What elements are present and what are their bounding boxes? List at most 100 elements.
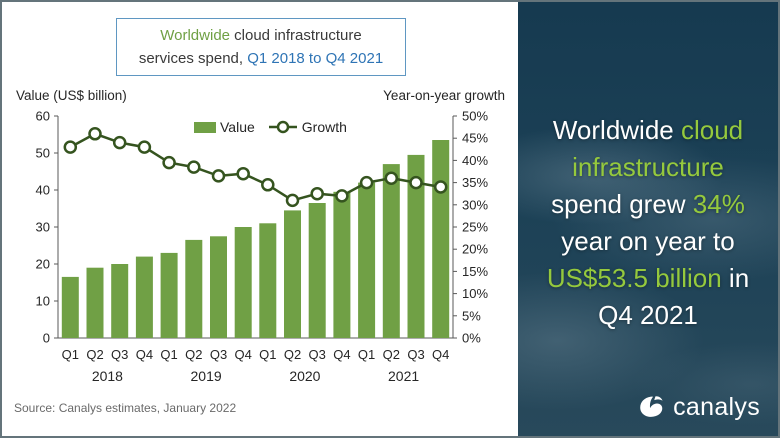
left-tick-label: 10 bbox=[36, 294, 50, 309]
sidebar: Worldwide cloud infrastructure spend grew … bbox=[518, 2, 778, 436]
quarter-label: Q2 bbox=[383, 347, 400, 362]
growth-point-Q3-2018 bbox=[112, 135, 127, 150]
year-label: 2018 bbox=[92, 368, 123, 384]
text-segment: US$53.5 billion bbox=[546, 263, 722, 293]
value-swatch-icon bbox=[194, 121, 216, 133]
value-bar-Q2-2019 bbox=[185, 239, 203, 338]
value-bar-Q1-2018 bbox=[61, 276, 79, 338]
growth-point-Q4-2019 bbox=[236, 166, 250, 181]
text-segment: cloud infrastructure bbox=[230, 27, 362, 44]
text-segment: services spend, bbox=[138, 50, 248, 67]
right-tick-label: 15% bbox=[462, 264, 488, 279]
growth-point-Q3-2020 bbox=[310, 186, 324, 201]
growth-point-Q1-2021 bbox=[359, 175, 374, 190]
headline: Worldwide cloud infrastructure spend grew … bbox=[518, 112, 778, 334]
legend-value-label: Value bbox=[220, 119, 255, 135]
quarter-label: Q3 bbox=[111, 347, 128, 362]
right-tick-label: 45% bbox=[462, 131, 488, 146]
text-segment: 34% bbox=[692, 189, 745, 219]
year-label: 2019 bbox=[191, 368, 222, 384]
value-bar-Q2-2020 bbox=[284, 210, 301, 338]
text-segment: Q1 2018 to Q4 2021 bbox=[247, 50, 384, 67]
value-bar-Q4-2018 bbox=[135, 256, 153, 338]
text-segment: Worldwide bbox=[552, 115, 681, 145]
quarter-label: Q3 bbox=[407, 347, 424, 362]
left-tick-label: 50 bbox=[36, 146, 50, 161]
value-bar-Q1-2019 bbox=[160, 252, 178, 338]
quarter-label: Q2 bbox=[185, 347, 202, 362]
left-tick-label: 60 bbox=[36, 109, 50, 124]
quarter-label: Q1 bbox=[259, 347, 276, 362]
value-bar-Q3-2021 bbox=[407, 154, 425, 338]
value-bar-Q3-2018 bbox=[111, 264, 129, 338]
value-bar-Q2-2018 bbox=[86, 267, 104, 338]
value-bar-Q4-2020 bbox=[333, 191, 351, 338]
growth-point-Q2-2018 bbox=[88, 127, 102, 141]
value-bar-Q4-2019 bbox=[234, 227, 252, 338]
quarter-label: Q4 bbox=[333, 347, 350, 362]
left-tick-label: 30 bbox=[36, 220, 50, 235]
left-tick-label: 40 bbox=[36, 183, 50, 198]
quarter-label: Q4 bbox=[432, 347, 449, 362]
left-tick-label: 0 bbox=[43, 331, 50, 346]
legend-growth-label: Growth bbox=[301, 119, 347, 135]
growth-point-Q4-2021 bbox=[433, 180, 448, 194]
value-bar-Q1-2020 bbox=[259, 223, 277, 338]
quarter-label: Q3 bbox=[309, 347, 326, 362]
text-segment: cloud bbox=[680, 115, 744, 145]
quarter-label: Q4 bbox=[136, 347, 153, 362]
chart-panel: 0 10 20 30 40 50 60 0% 5% 10% 15% 20% 25% 30% 35% 40% 45… bbox=[2, 2, 518, 436]
legend-item-value: Value bbox=[194, 119, 255, 135]
source-note: Source: Canalys estimates, January 2022 bbox=[14, 401, 237, 415]
text-segment: in bbox=[721, 263, 750, 293]
quarter-label: Q1 bbox=[62, 347, 79, 362]
canalys-logo-text: canalys bbox=[673, 392, 760, 421]
growth-line bbox=[69, 132, 441, 202]
right-tick-label: 35% bbox=[462, 175, 488, 190]
quarter-label: Q1 bbox=[358, 347, 375, 362]
canalys-logo: canalys bbox=[636, 392, 760, 422]
value-bar-Q1-2021 bbox=[358, 182, 376, 338]
quarter-label: Q2 bbox=[284, 347, 301, 362]
quarter-label: Q1 bbox=[160, 347, 177, 362]
right-tick-label: 50% bbox=[462, 109, 488, 124]
right-tick-label: 30% bbox=[462, 197, 488, 212]
growth-point-Q2-2019 bbox=[187, 160, 201, 174]
right-tick-label: 5% bbox=[462, 308, 481, 323]
growth-point-Q2-2020 bbox=[285, 193, 300, 208]
value-bar-Q3-2020 bbox=[308, 203, 326, 338]
right-tick-label: 10% bbox=[462, 286, 488, 301]
growth-point-Q3-2019 bbox=[211, 169, 226, 183]
growth-point-Q3-2021 bbox=[409, 175, 423, 190]
growth-point-Q4-2018 bbox=[137, 140, 152, 154]
growth-point-Q4-2020 bbox=[335, 189, 349, 203]
right-tick-label: 0% bbox=[462, 331, 481, 346]
growth-line-icon bbox=[268, 120, 297, 134]
growth-point-Q1-2018 bbox=[63, 140, 78, 154]
right-tick-label: 20% bbox=[462, 242, 488, 257]
value-bar-Q4-2021 bbox=[432, 140, 450, 338]
year-label: 2021 bbox=[388, 368, 419, 384]
chart-legend: Value Growth bbox=[194, 119, 347, 135]
growth-point-Q2-2021 bbox=[384, 171, 399, 185]
bar-line-chart: 0 10 20 30 40 50 60 0% 5% 10% 15% 20% 25% 30% 35% 40% 45… bbox=[36, 109, 489, 385]
quarter-label: Q4 bbox=[235, 347, 252, 362]
growth-point-Q1-2019 bbox=[162, 155, 176, 170]
year-label: 2020 bbox=[289, 368, 320, 384]
chart-title: Worldwide cloud infrastructure services s… bbox=[116, 18, 406, 76]
right-tick-label: 40% bbox=[462, 153, 488, 168]
legend-item-growth: Growth bbox=[268, 119, 347, 135]
right-axis-title: Year-on-year growth bbox=[383, 88, 505, 103]
growth-point-Q1-2020 bbox=[261, 178, 275, 192]
quarter-label: Q2 bbox=[86, 347, 103, 362]
text-segment: year on year to bbox=[561, 226, 735, 256]
left-tick-label: 20 bbox=[36, 257, 50, 272]
left-axis-title: Value (US$ billion) bbox=[16, 88, 127, 103]
quarter-label: Q3 bbox=[210, 347, 227, 362]
value-bar-Q3-2019 bbox=[210, 236, 227, 339]
value-bar-Q2-2021 bbox=[382, 164, 400, 338]
canalys-swoosh-icon bbox=[640, 396, 663, 417]
text-segment: Worldwide bbox=[160, 27, 230, 44]
right-tick-label: 25% bbox=[462, 220, 488, 235]
